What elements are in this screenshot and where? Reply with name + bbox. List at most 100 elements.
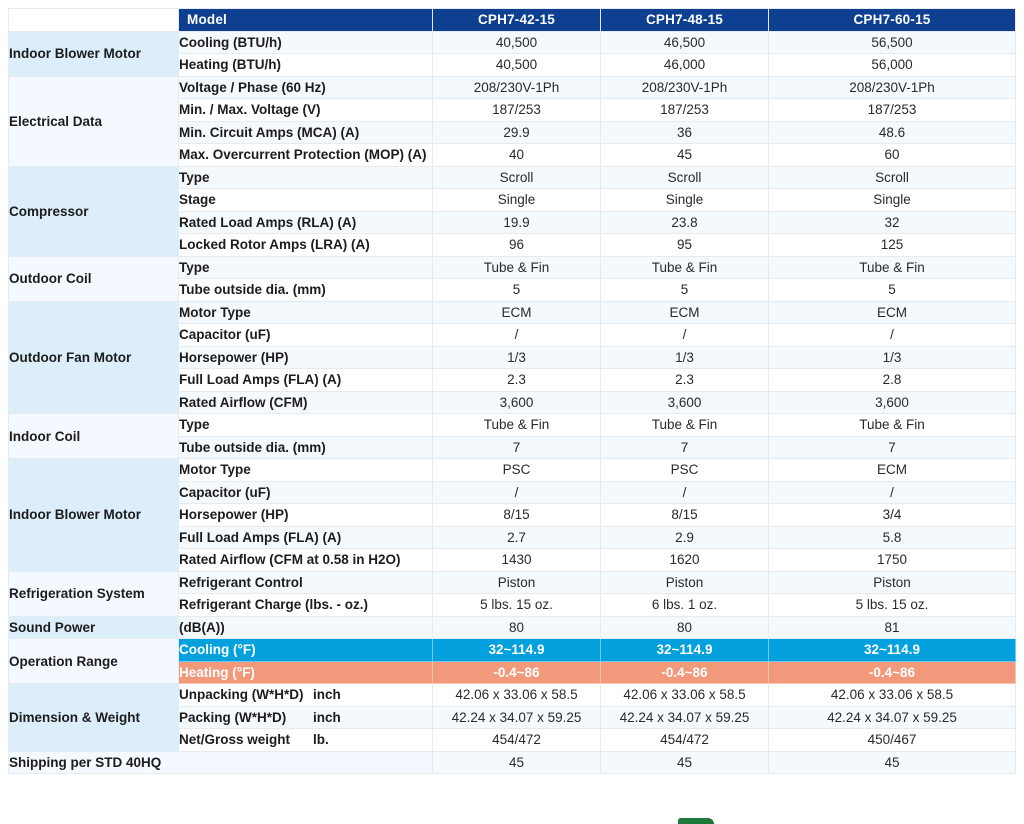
value-cell-model-1: Tube & Fin	[432, 413, 601, 437]
value-cell-model-3: -0.4~86	[768, 660, 1016, 684]
value-cell-model-1: /	[432, 323, 601, 347]
value-cell-model-3: 32	[768, 210, 1016, 234]
value-cell-model-3: 5.8	[768, 525, 1016, 549]
model-header-3: CPH7-60-15	[768, 8, 1016, 32]
value-cell-model-2: 5	[600, 278, 769, 302]
spec-body: Indoor Blower Motor Cooling (BTU/h) 40,500…	[8, 30, 1016, 774]
table-row: Locked Rotor Amps (LRA) (A) 96 95 125	[9, 233, 1016, 257]
param-label: Motor Type	[178, 300, 433, 324]
value-cell-model-2: -0.4~86	[600, 660, 769, 684]
value-cell-model-2: 6 lbs. 1 oz.	[600, 593, 769, 617]
param-label: Rated Airflow (CFM)	[178, 390, 433, 414]
value-cell-model-1: PSC	[432, 458, 601, 482]
value-cell-model-3: Tube & Fin	[768, 413, 1016, 437]
table-row: Rated Airflow (CFM) 3,600 3,600 3,600	[9, 390, 1016, 414]
value-cell-model-1: Single	[432, 188, 601, 212]
param-label: Net/Gross weight lb.	[178, 728, 433, 752]
value-cell-model-3: 42.06 x 33.06 x 58.5	[768, 683, 1016, 707]
param-name: Net/Gross weight	[179, 732, 291, 748]
param-label: Type	[178, 165, 433, 189]
value-cell-model-1: 2.3	[432, 368, 601, 392]
value-cell-model-3: 5 lbs. 15 oz.	[768, 593, 1016, 617]
value-cell-model-1: 45	[432, 750, 601, 774]
value-cell-model-2: 1/3	[600, 345, 769, 369]
group-label: Indoor Coil	[8, 413, 179, 459]
value-cell-model-1: -0.4~86	[432, 660, 601, 684]
table-row: Refrigerant Charge (lbs. - oz.) 5 lbs. 15…	[9, 593, 1016, 617]
value-cell-model-2: 187/253	[600, 98, 769, 122]
table-row: Indoor Blower Motor Motor Type PSC PSC ECM	[8, 458, 1016, 572]
value-cell-model-2: 1620	[600, 548, 769, 572]
group-label: Compressor	[8, 165, 179, 257]
value-cell-model-2: 45	[600, 750, 769, 774]
table-row: Sound Power (dB(A)) 80 80 81	[8, 615, 1016, 639]
value-cell-model-3: 3,600	[768, 390, 1016, 414]
param-label: Horsepower (HP)	[178, 345, 433, 369]
param-label: Cooling (BTU/h)	[178, 30, 433, 54]
value-cell-model-3: Single	[768, 188, 1016, 212]
table-row: Rated Load Amps (RLA) (A) 19.9 23.8 32	[9, 210, 1016, 234]
table-row: Stage Single Single Single	[9, 188, 1016, 212]
value-cell-model-1: Piston	[432, 570, 601, 594]
value-cell-model-1: ECM	[432, 300, 601, 324]
value-cell-model-3: 1/3	[768, 345, 1016, 369]
value-cell-model-2: 46,500	[600, 30, 769, 54]
table-row: Indoor Blower Motor Cooling (BTU/h) 40,500…	[8, 30, 1016, 77]
value-cell-model-2: PSC	[600, 458, 769, 482]
value-cell-model-2: 2.3	[600, 368, 769, 392]
value-cell-model-2: 45	[600, 143, 769, 167]
param-unit: lb.	[313, 732, 329, 748]
value-cell-model-1: 29.9	[432, 120, 601, 144]
value-cell-model-3: 2.8	[768, 368, 1016, 392]
param-label: Full Load Amps (FLA) (A)	[178, 368, 433, 392]
table-row: Heating (BTU/h) 40,500 46,000 56,000	[9, 53, 1016, 77]
model-label: Model	[178, 8, 433, 32]
value-cell-model-3: Tube & Fin	[768, 255, 1016, 279]
table-row: Heating (°F) -0.4~86 -0.4~86 -0.4~86	[9, 660, 1016, 684]
header-blank-cell	[8, 8, 179, 32]
value-cell-model-1: 42.06 x 33.06 x 58.5	[432, 683, 601, 707]
param-label: Locked Rotor Amps (LRA) (A)	[178, 233, 433, 257]
value-cell-model-1: 40,500	[432, 53, 601, 77]
group-label: Indoor Blower Motor	[8, 458, 179, 572]
value-cell-model-3: ECM	[768, 300, 1016, 324]
value-cell-model-1: 42.24 x 34.07 x 59.25	[432, 705, 601, 729]
value-cell-model-3: /	[768, 323, 1016, 347]
table-row: Outdoor Coil Type Tube & Fin Tube & Fin Tube…	[8, 255, 1016, 302]
param-label: Packing (W*H*D) inch	[178, 705, 433, 729]
value-cell-model-2: 95	[600, 233, 769, 257]
value-cell-model-2: 8/15	[600, 503, 769, 527]
value-cell-model-1: 5	[432, 278, 601, 302]
value-cell-model-3: 5	[768, 278, 1016, 302]
param-label: Heating (BTU/h)	[178, 53, 433, 77]
table-row: Min. Circuit Amps (MCA) (A) 29.9 36 48.6	[9, 120, 1016, 144]
value-cell-model-2: 36	[600, 120, 769, 144]
header-row: Model CPH7-42-15 CPH7-48-15 CPH7-60-15	[8, 8, 1016, 32]
value-cell-model-1: 1/3	[432, 345, 601, 369]
value-cell-model-3: /	[768, 480, 1016, 504]
value-cell-model-2: 7	[600, 435, 769, 459]
value-cell-model-2: Tube & Fin	[600, 413, 769, 437]
table-row: Packing (W*H*D) inch 42.24 x 34.07 x 59.25…	[9, 705, 1016, 729]
param-label: Voltage / Phase (60 Hz)	[178, 75, 433, 99]
param-label: Heating (°F)	[178, 660, 433, 684]
param-label: Tube outside dia. (mm)	[178, 278, 433, 302]
value-cell-model-3: 3/4	[768, 503, 1016, 527]
value-cell-model-3: 187/253	[768, 98, 1016, 122]
group-label: Outdoor Coil	[8, 255, 179, 302]
value-cell-model-2: 32~114.9	[600, 638, 769, 662]
value-cell-model-3: 7	[768, 435, 1016, 459]
value-cell-model-3: 45	[768, 750, 1016, 774]
model-header-2: CPH7-48-15	[600, 8, 769, 32]
param-label: Motor Type	[178, 458, 433, 482]
value-cell-model-2: 208/230V-1Ph	[600, 75, 769, 99]
value-cell-model-2: 42.24 x 34.07 x 59.25	[600, 705, 769, 729]
param-unit: inch	[313, 709, 341, 725]
value-cell-model-1: Tube & Fin	[432, 255, 601, 279]
param-label: Capacitor (uF)	[178, 480, 433, 504]
param-label: Tube outside dia. (mm)	[178, 435, 433, 459]
value-cell-model-3: 81	[768, 615, 1016, 639]
param-label: Min. / Max. Voltage (V)	[178, 98, 433, 122]
param-label: Rated Load Amps (RLA) (A)	[178, 210, 433, 234]
value-cell-model-1: 96	[432, 233, 601, 257]
